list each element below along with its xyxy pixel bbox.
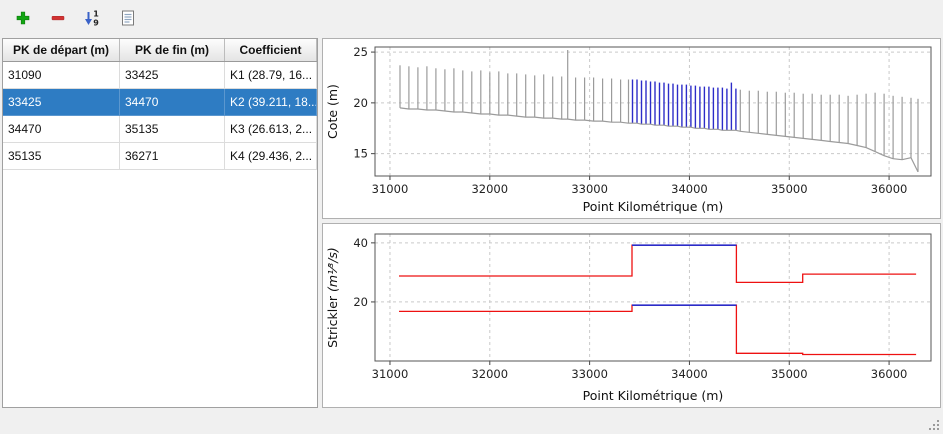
statusbar <box>0 418 943 434</box>
minus-icon <box>51 16 65 21</box>
cote-chart-canvas[interactable]: 31000 32000 33000 34000 35000 36000 15 20 25 Poin… <box>323 39 940 218</box>
table-cell: 35135 <box>119 115 225 143</box>
cote-chart: 31000 32000 33000 34000 35000 36000 15 20 25 Poin… <box>322 38 941 219</box>
column-header-coefficient[interactable]: Coefficient <box>224 39 317 62</box>
svg-text:32000: 32000 <box>471 367 508 381</box>
svg-text:35000: 35000 <box>771 367 808 381</box>
report-button[interactable] <box>115 5 141 31</box>
table-cell: 33425 <box>3 88 120 116</box>
svg-text:15: 15 <box>353 147 368 161</box>
svg-text:33000: 33000 <box>571 182 608 196</box>
remove-row-button[interactable] <box>45 5 71 31</box>
svg-text:25: 25 <box>353 45 368 59</box>
table-cell: 35135 <box>3 142 120 170</box>
coefficients-table-panel: PK de départ (m) PK de fin (m) Coefficie… <box>2 38 318 408</box>
table-cell: K3 (26.613, 2... <box>224 115 317 143</box>
charts-panel: 31000 32000 33000 34000 35000 36000 15 20 25 Poin… <box>322 38 941 408</box>
svg-text:36000: 36000 <box>871 182 908 196</box>
table-header-row: PK de départ (m) PK de fin (m) Coefficie… <box>3 39 317 62</box>
svg-text:Strickler (m¹⁄³/s): Strickler (m¹⁄³/s) <box>325 247 340 348</box>
svg-text:Point Kilométrique (m): Point Kilométrique (m) <box>583 199 724 214</box>
svg-text:1: 1 <box>93 10 99 19</box>
svg-text:20: 20 <box>353 295 368 309</box>
strickler-chart: 31000 32000 33000 34000 35000 36000 20 40 Point … <box>322 223 941 408</box>
add-row-button[interactable] <box>10 5 36 31</box>
table-row[interactable]: 33425 34470 K2 (39.211, 18... <box>3 88 317 116</box>
column-header-pk-fin[interactable]: PK de fin (m) <box>119 39 225 62</box>
table-row[interactable]: 34470 35135 K3 (26.613, 2... <box>3 115 317 143</box>
svg-text:31000: 31000 <box>372 182 409 196</box>
table-row[interactable]: 31090 33425 K1 (28.79, 16... <box>3 61 317 89</box>
svg-text:34000: 34000 <box>671 367 708 381</box>
svg-text:Point Kilométrique (m): Point Kilométrique (m) <box>583 388 724 403</box>
table-cell: K1 (28.79, 16... <box>224 61 317 89</box>
svg-text:36000: 36000 <box>871 367 908 381</box>
table-cell: K2 (39.211, 18... <box>224 88 317 116</box>
sort-numeric-icon: 1 9 <box>85 10 99 28</box>
report-icon <box>122 10 134 26</box>
plus-icon <box>16 11 30 25</box>
table-row[interactable]: 35135 36271 K4 (29.436, 2... <box>3 142 317 170</box>
svg-text:40: 40 <box>353 236 368 250</box>
svg-text:31000: 31000 <box>372 367 409 381</box>
table-cell: 31090 <box>3 61 120 89</box>
svg-text:9: 9 <box>93 19 99 28</box>
column-header-pk-depart[interactable]: PK de départ (m) <box>3 39 120 62</box>
svg-text:33000: 33000 <box>571 367 608 381</box>
svg-text:Cote (m): Cote (m) <box>325 84 340 139</box>
resize-grip[interactable] <box>928 419 941 432</box>
sort-button[interactable]: 1 9 <box>80 5 106 31</box>
table-cell: 34470 <box>119 88 225 116</box>
table-cell: K4 (29.436, 2... <box>224 142 317 170</box>
svg-text:35000: 35000 <box>771 182 808 196</box>
table-cell: 36271 <box>119 142 225 170</box>
svg-text:32000: 32000 <box>471 182 508 196</box>
strickler-chart-canvas[interactable]: 31000 32000 33000 34000 35000 36000 20 40 Point … <box>323 224 940 407</box>
toolbar: 1 9 <box>0 0 943 36</box>
table-body: 31090 33425 K1 (28.79, 16... 33425 34470 K2 (… <box>3 61 317 170</box>
table-cell: 33425 <box>119 61 225 89</box>
svg-text:34000: 34000 <box>671 182 708 196</box>
coefficients-table: PK de départ (m) PK de fin (m) Coefficie… <box>3 39 317 170</box>
svg-text:20: 20 <box>353 96 368 110</box>
table-cell: 34470 <box>3 115 120 143</box>
